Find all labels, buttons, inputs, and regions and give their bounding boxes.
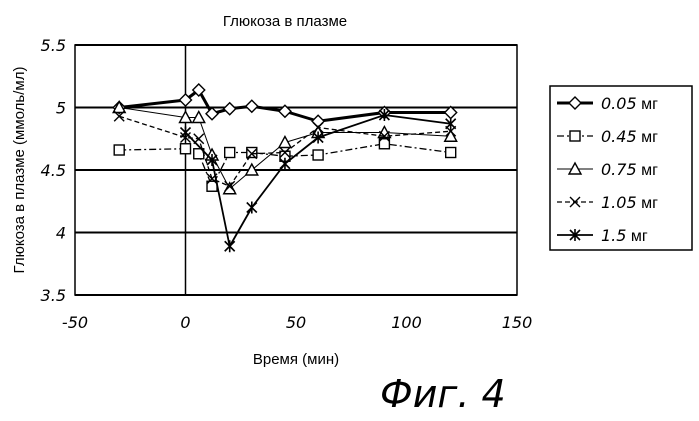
x-tick-label-0: -50 [62,313,88,332]
data-point-s1-9 [446,148,456,158]
legend-label-0: 0.05 мг [601,94,658,113]
plot-area: 3.5 4 4.5 5 5.5 -50 0 50 100 150 [41,36,533,332]
legend-label-1: 0.45 мг [601,127,658,146]
legend-marker-0 [569,97,581,109]
figure-caption: Фиг. 4 [380,372,506,416]
data-point-s4-3 [247,202,257,214]
x-tick-label-2: 50 [286,313,306,332]
legend-marker-3 [570,197,580,207]
data-point-s0-5 [246,100,258,112]
data-point-s1-5 [247,148,257,158]
legend: 0.05 мг 0.45 мг 0.75 мг 1.05 мг 1.5 мг [550,86,692,250]
data-point-s2-6 [279,137,291,148]
data-point-s1-1 [181,144,191,154]
data-point-s4-0 [181,127,191,139]
legend-label-3: 1.05 мг [601,193,658,212]
y-tick-label-3: 5 [56,99,66,118]
data-point-s0-4 [224,103,236,115]
y-tick-label-4: 5.5 [41,36,66,55]
data-point-s0-3 [206,108,218,120]
legend-label-4: 1.5 мг [601,226,648,245]
chart-title: Глюкоза в плазме [223,13,347,30]
x-tick-label-3: 100 [391,313,422,332]
x-tick-label-1: 0 [180,313,190,332]
x-axis-label: Время (мин) [253,351,339,368]
y-tick-label-1: 4 [56,224,66,243]
y-tick-label-0: 3.5 [41,286,66,305]
data-point-s1-7 [313,150,323,160]
y-axis-label: Глюкоза в плазме (ммоль/мл) [11,67,28,274]
legend-label-2: 0.75 мг [601,160,658,179]
data-point-s4-4 [280,158,290,170]
legend-marker-1 [570,131,580,141]
data-point-s1-0 [114,145,124,155]
data-point-s4-2 [225,240,235,252]
x-tick-label-4: 150 [502,313,533,332]
data-point-s1-4 [225,148,235,158]
y-tick-label-2: 4.5 [41,161,66,180]
